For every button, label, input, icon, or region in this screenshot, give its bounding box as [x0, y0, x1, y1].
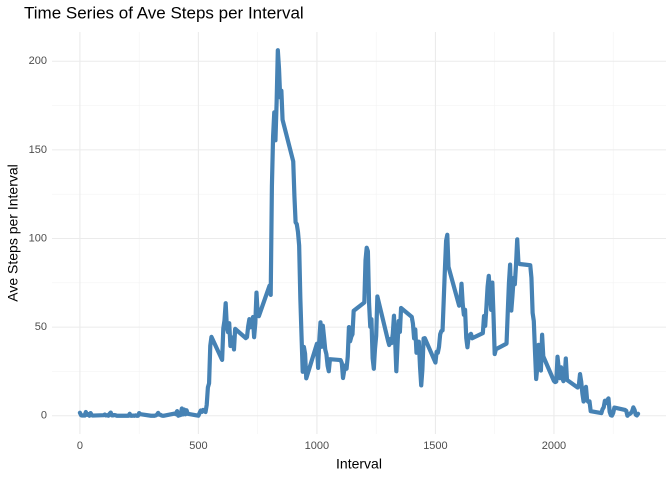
x-tick-label: 0: [77, 440, 83, 452]
x-tick-label: 500: [189, 440, 207, 452]
y-tick-label: 150: [29, 144, 47, 156]
x-axis-title: Interval: [336, 456, 382, 472]
x-tick-label: 1500: [423, 440, 447, 452]
y-tick-label: 50: [35, 321, 47, 333]
y-axis-title: Ave Steps per Interval: [5, 164, 21, 301]
y-tick-label: 200: [29, 55, 47, 67]
y-tick-label: 0: [41, 410, 47, 422]
x-tick-label: 1000: [305, 440, 329, 452]
chart-title: Time Series of Ave Steps per Interval: [24, 3, 304, 22]
y-tick-label: 100: [29, 232, 47, 244]
x-tick-label: 2000: [542, 440, 566, 452]
data-line: [77, 48, 641, 418]
